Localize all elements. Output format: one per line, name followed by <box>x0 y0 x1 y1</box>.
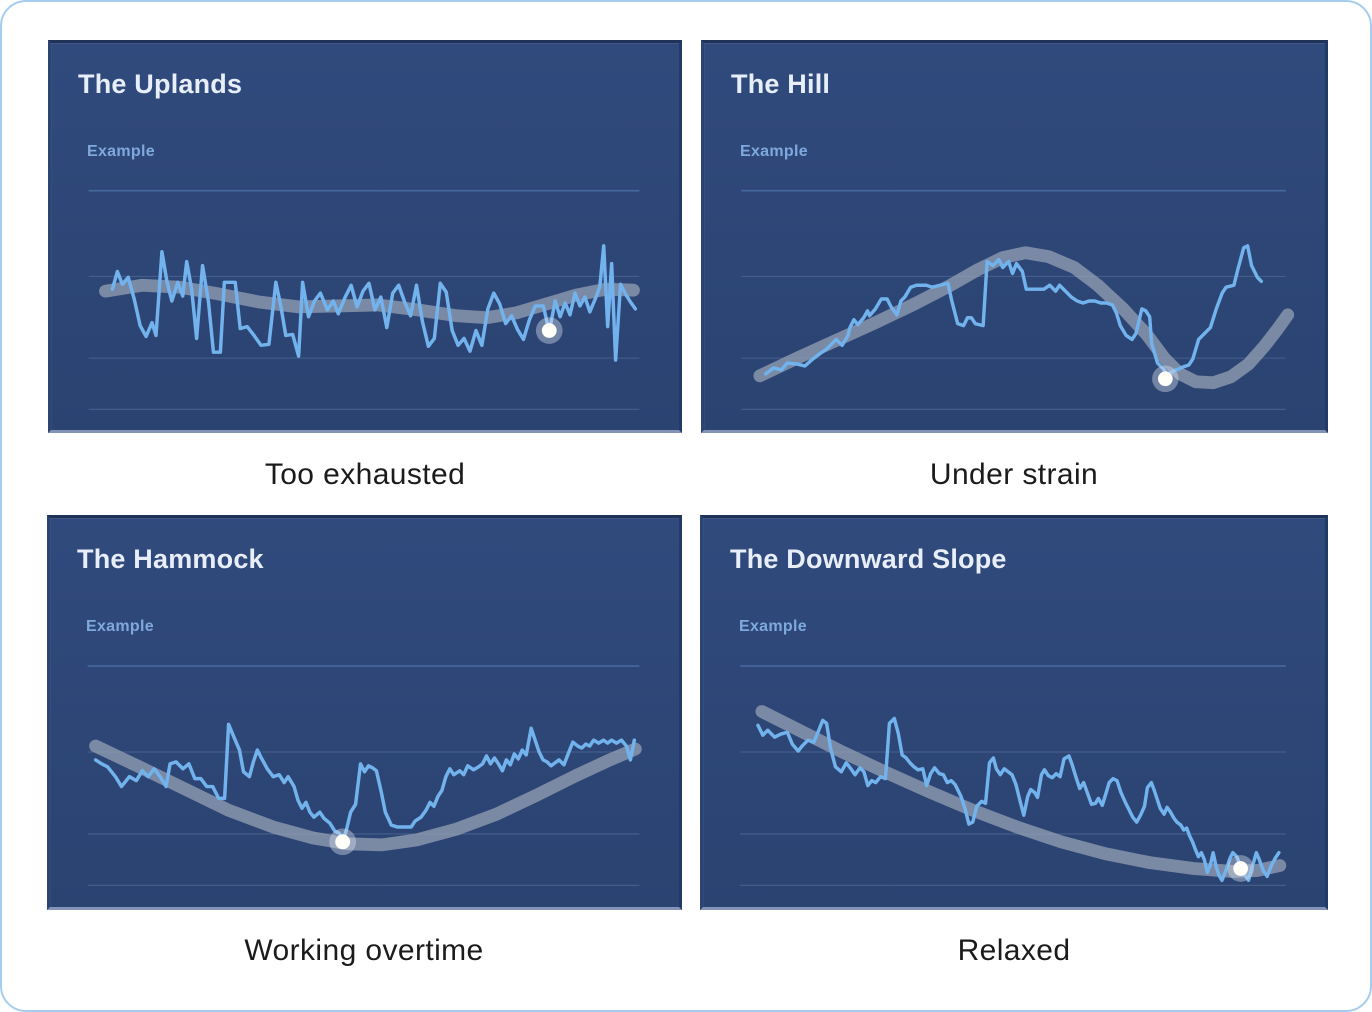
example-label: Example <box>739 618 807 635</box>
panel-caption-uplands: Too exhausted <box>264 458 466 491</box>
chart-canvas <box>87 665 642 886</box>
panel-caption-relaxed: Relaxed <box>957 934 1071 967</box>
panel-title: The Uplands <box>78 69 243 99</box>
panel-title: The Hammock <box>77 544 264 574</box>
panel-title: The Downward Slope <box>730 544 1007 574</box>
chart-canvas <box>740 665 1287 886</box>
chart-panel-hill: The Hill Example <box>701 40 1328 433</box>
example-label: Example <box>87 143 155 160</box>
chart-canvas <box>88 189 640 410</box>
example-label: Example <box>740 143 808 160</box>
panel-title: The Hill <box>731 69 831 99</box>
chart-panel-uplands: The Uplands Example <box>48 40 682 433</box>
chart-panel-downward-slope: The Downward Slope Example <box>700 515 1328 910</box>
panel-caption-hill: Under strain <box>929 458 1099 491</box>
chart-panel-hammock: The Hammock Example <box>47 515 682 910</box>
chart-canvas <box>741 189 1295 410</box>
panel-caption-hammock: Working overtime <box>244 934 484 967</box>
example-label: Example <box>86 618 154 635</box>
